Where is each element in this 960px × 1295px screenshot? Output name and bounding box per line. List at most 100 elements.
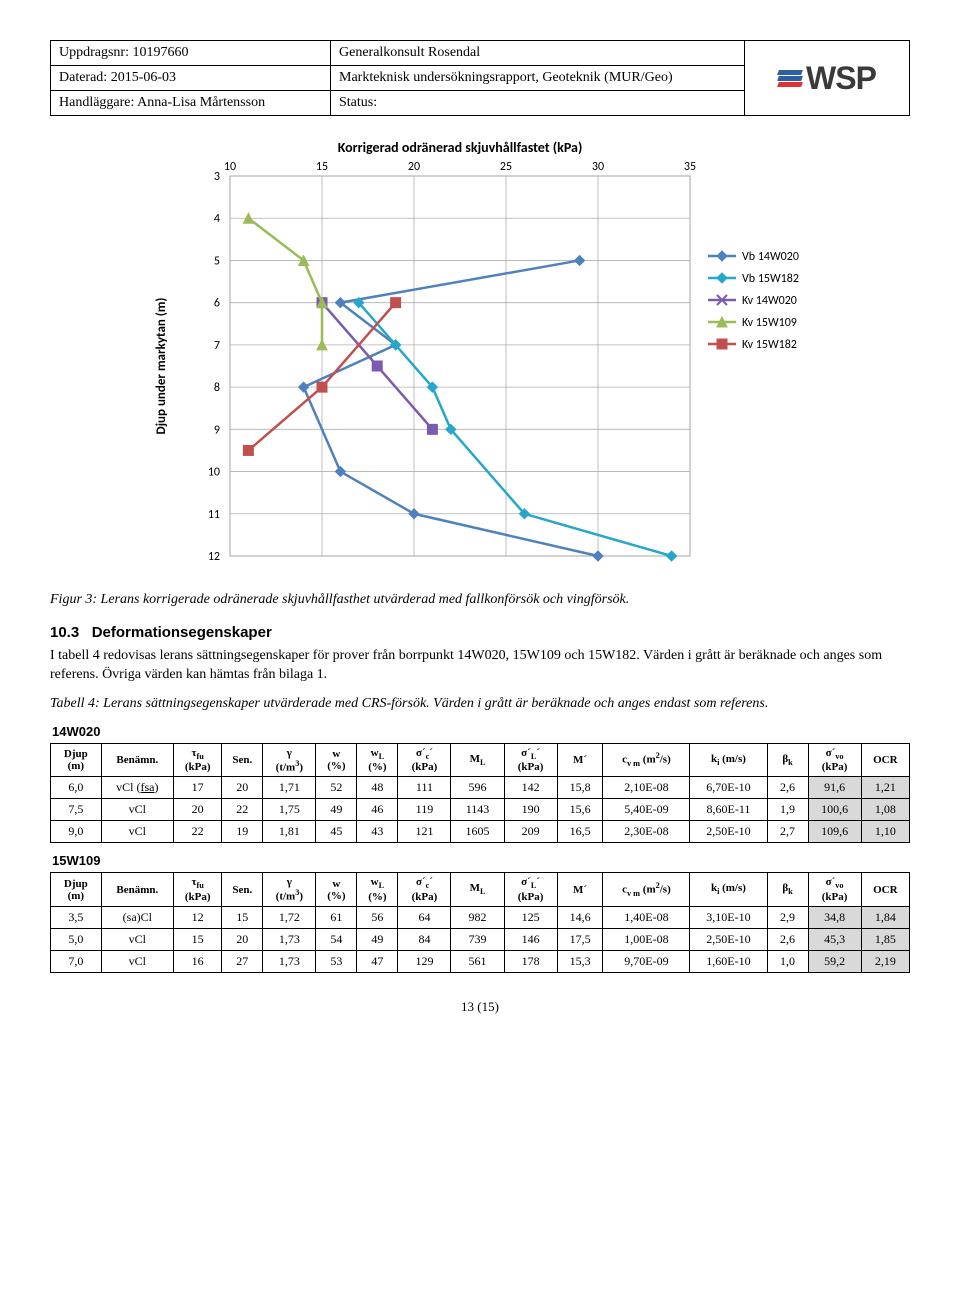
column-header: wL(%) [357, 873, 398, 907]
handlaggare-label: Handläggare: [59, 95, 134, 110]
column-header: Djup(m) [51, 743, 102, 777]
column-header: M´ [557, 743, 603, 777]
svg-text:Kv 15W182: Kv 15W182 [742, 338, 797, 352]
svg-text:15: 15 [316, 160, 328, 174]
table1-label: 14W020 [52, 724, 910, 739]
table-cell: 209 [504, 821, 557, 843]
section-number: 10.3 [50, 624, 79, 641]
table-cell: vCl [101, 821, 173, 843]
wsp-logo: WSP [778, 60, 876, 97]
column-header: γ(t/m3) [263, 743, 316, 777]
section-heading: 10.3 Deformationsegenskaper [50, 624, 910, 641]
table-cell: 64 [398, 906, 451, 928]
table-cell: vCl [101, 950, 173, 972]
table-cell: 45,3 [808, 928, 861, 950]
table-cell: 49 [357, 928, 398, 950]
svg-text:Djup under markytan (m): Djup under markytan (m) [154, 298, 169, 435]
table-cell: 2,50E-10 [690, 928, 767, 950]
table-cell: 7,0 [51, 950, 102, 972]
svg-text:8: 8 [214, 381, 220, 395]
table-cell: 20 [174, 799, 222, 821]
table-cell: 1,73 [263, 928, 316, 950]
table-cell: 178 [504, 950, 557, 972]
svg-text:7: 7 [214, 339, 220, 353]
daterad-label: Daterad: [59, 70, 107, 85]
svg-text:Kv 15W109: Kv 15W109 [742, 316, 797, 330]
svg-text:10: 10 [208, 466, 220, 480]
table-cell: 16,5 [557, 821, 603, 843]
table-cell: 129 [398, 950, 451, 972]
table-14w020: Djup(m)Benämn.τfu(kPa)Sen.γ(t/m3)w(%)wL(… [50, 743, 910, 844]
table-cell: 59,2 [808, 950, 861, 972]
column-header: w(%) [316, 873, 357, 907]
table-cell: 3,10E-10 [690, 906, 767, 928]
column-header: βk [767, 743, 808, 777]
table-cell: 190 [504, 799, 557, 821]
column-header: Sen. [222, 873, 263, 907]
svg-text:6: 6 [214, 297, 220, 311]
table-cell: vCl [101, 928, 173, 950]
svg-text:3: 3 [214, 170, 220, 184]
table-cell: 46 [357, 799, 398, 821]
table-cell: 146 [504, 928, 557, 950]
table-cell: 2,6 [767, 928, 808, 950]
column-header: cv m (m2/s) [603, 873, 690, 907]
table-cell: 2,9 [767, 906, 808, 928]
table-cell: 1,60E-10 [690, 950, 767, 972]
header-status: Status: [331, 91, 745, 116]
table-cell: 1,73 [263, 950, 316, 972]
table-cell: 1,85 [861, 928, 909, 950]
column-header: σ´L´(kPa) [504, 743, 557, 777]
column-header: OCR [861, 743, 909, 777]
svg-text:5: 5 [214, 254, 220, 268]
svg-text:Vb 15W182: Vb 15W182 [742, 272, 799, 286]
table-cell: 1,00E-08 [603, 928, 690, 950]
uppdragsnr-label: Uppdragsnr: [59, 45, 129, 60]
table-cell: 2,30E-08 [603, 821, 690, 843]
table-15w109: Djup(m)Benämn.τfu(kPa)Sen.γ(t/m3)w(%)wL(… [50, 872, 910, 973]
section-para-1: I tabell 4 redovisas lerans sättningsege… [50, 647, 910, 685]
header-daterad: Daterad: 2015-06-03 [51, 66, 331, 91]
table-caption: Tabell 4: Lerans sättningsegenskaper utv… [50, 695, 910, 714]
table-row: 7,0vCl16271,73534712956117815,39,70E-091… [51, 950, 910, 972]
column-header: Benämn. [101, 873, 173, 907]
table-cell: 561 [451, 950, 504, 972]
table-row: 6,0vCl (fsa)17201,71524811159614215,82,1… [51, 777, 910, 799]
table-cell: 1,21 [861, 777, 909, 799]
chart-container: Korrigerad odränerad skjuvhållfastet (kP… [110, 136, 850, 581]
table-cell: 6,0 [51, 777, 102, 799]
handlaggare-value: Anna-Lisa Mårtensson [137, 95, 265, 110]
column-header: wL(%) [357, 743, 398, 777]
column-header: M´ [557, 873, 603, 907]
table-cell: 1,75 [263, 799, 316, 821]
section-title: Deformationsegenskaper [92, 624, 272, 641]
table-cell: 15,8 [557, 777, 603, 799]
column-header: ki (m/s) [690, 873, 767, 907]
table-cell: 1,40E-08 [603, 906, 690, 928]
header-title: Generalkonsult Rosendal [331, 41, 745, 66]
column-header: βk [767, 873, 808, 907]
column-header: Benämn. [101, 743, 173, 777]
table-cell: 142 [504, 777, 557, 799]
table2-label: 15W109 [52, 853, 910, 868]
table-cell: 15 [222, 906, 263, 928]
table-cell: 9,70E-09 [603, 950, 690, 972]
table-cell: 739 [451, 928, 504, 950]
table-cell: 27 [222, 950, 263, 972]
table-row: 9,0vCl22191,814543121160520916,52,30E-08… [51, 821, 910, 843]
table-row: 3,5(sa)Cl12151,7261566498212514,61,40E-0… [51, 906, 910, 928]
svg-text:20: 20 [408, 160, 420, 174]
table-cell: 109,6 [808, 821, 861, 843]
table-cell: 6,70E-10 [690, 777, 767, 799]
table-cell: 43 [357, 821, 398, 843]
table-cell: 15,6 [557, 799, 603, 821]
table-cell: 2,6 [767, 777, 808, 799]
table-row: 7,5vCl20221,754946119114319015,65,40E-09… [51, 799, 910, 821]
table-cell: 47 [357, 950, 398, 972]
table-cell: 5,40E-09 [603, 799, 690, 821]
header-subtitle: Markteknisk undersökningsrapport, Geotek… [331, 66, 745, 91]
table-cell: 1,08 [861, 799, 909, 821]
svg-text:25: 25 [500, 160, 512, 174]
page-footer: 13 (15) [50, 999, 910, 1015]
shear-strength-chart: Korrigerad odränerad skjuvhållfastet (kP… [110, 136, 850, 576]
